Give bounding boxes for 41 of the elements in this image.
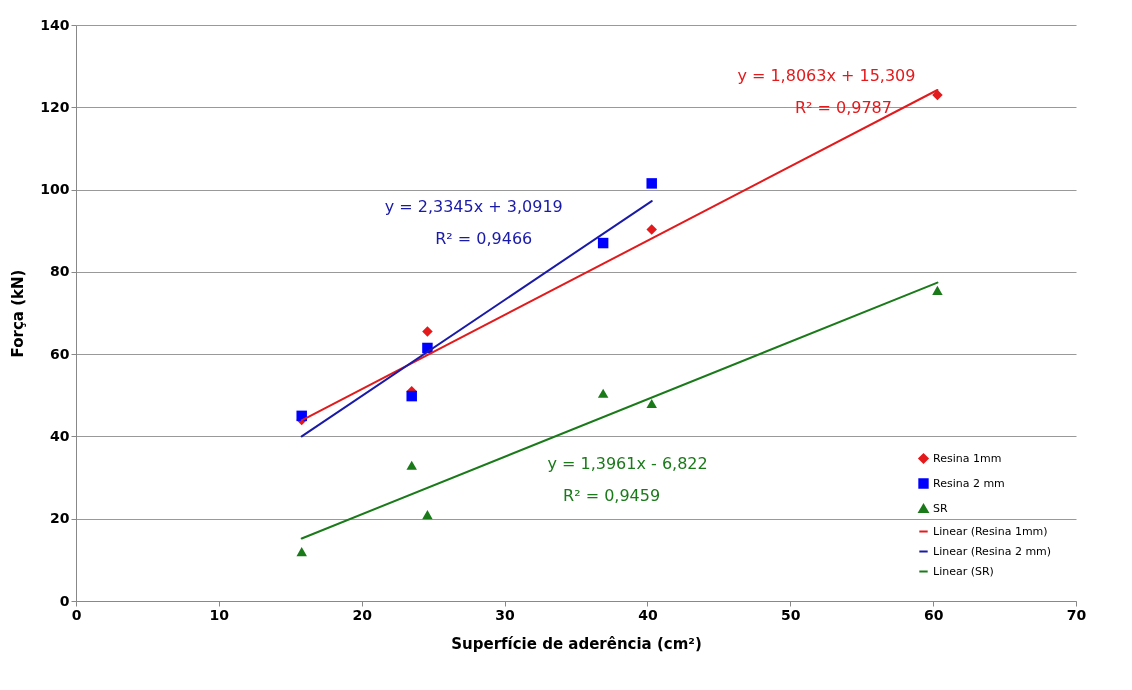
legend-label: Linear (Resina 1mm) (933, 524, 1048, 538)
y-tick-label: 40 (50, 427, 70, 444)
legend-label: Linear (Resina 2 mm) (933, 544, 1052, 558)
x-tick-label: 10 (209, 606, 230, 623)
y-axis-title: Força (kN) (9, 269, 28, 358)
point (646, 178, 657, 189)
x-tick-label: 60 (923, 606, 944, 623)
x-tick-label: 50 (781, 606, 801, 623)
point (646, 398, 657, 409)
annotation: y = 1,3961x - 6,822 (547, 453, 708, 473)
point (646, 224, 657, 235)
x-tick-label: 0 (71, 606, 82, 623)
point (597, 388, 609, 398)
x-axis-title: Superfície de aderência (cm²) (451, 634, 702, 653)
y-tick-label: 60 (50, 345, 70, 362)
y-tick-label: 140 (40, 16, 70, 33)
x-tick-label: 20 (352, 606, 373, 623)
legend-label: SR (933, 501, 948, 515)
annotation: R² = 0,9466 (435, 229, 533, 249)
point (422, 510, 433, 520)
legend-label: Linear (SR) (933, 564, 994, 578)
y-tick-label: 0 (59, 592, 70, 609)
annotation: y = 1,8063x + 15,309 (737, 66, 916, 86)
annotation: R² = 0,9459 (563, 485, 661, 505)
x-tick-label: 70 (1066, 606, 1087, 623)
point (406, 390, 417, 402)
y-tick-label: 20 (50, 510, 70, 527)
y-tick-label: 100 (40, 181, 70, 198)
y-tick-label: 120 (40, 98, 70, 115)
y-tick-label: 80 (50, 263, 70, 280)
legend-label: Resina 2 mm (933, 476, 1005, 490)
point (296, 547, 307, 557)
point (932, 285, 943, 295)
x-tick-label: 30 (495, 606, 516, 623)
annotation: R² = 0,9787 (794, 98, 892, 118)
point (597, 237, 609, 249)
point (422, 326, 433, 337)
point (406, 460, 417, 470)
x-tick-label: 40 (638, 606, 658, 623)
legend-label: Resina 1mm (933, 451, 1002, 465)
annotation: y = 2,3345x + 3,0919 (384, 197, 563, 217)
